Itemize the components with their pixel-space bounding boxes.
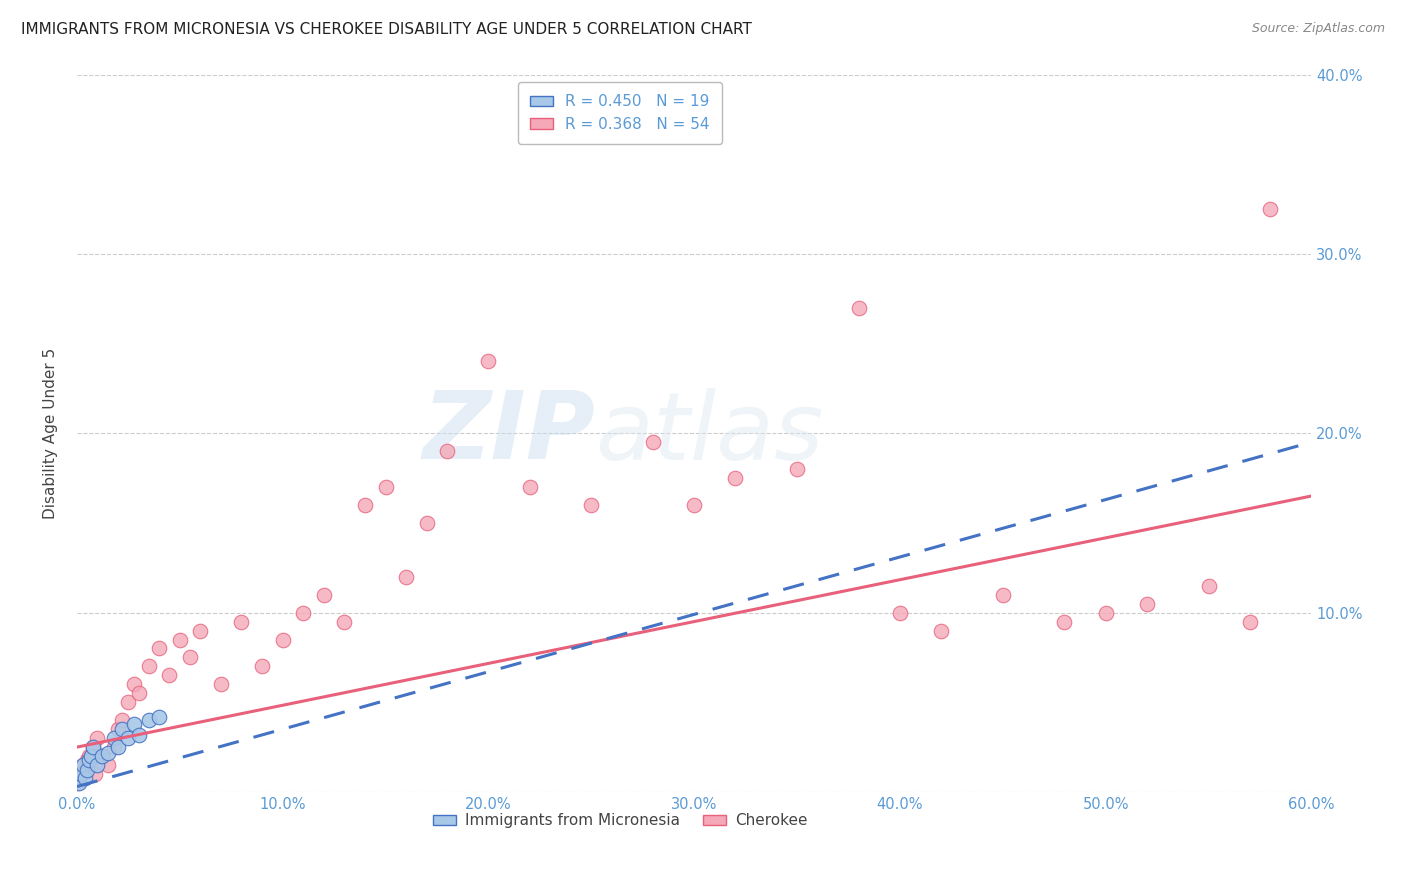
Point bbox=[77, 749, 100, 764]
Point bbox=[148, 641, 170, 656]
Point bbox=[683, 498, 706, 512]
Point bbox=[519, 480, 541, 494]
Point bbox=[1258, 202, 1281, 216]
Point bbox=[1094, 606, 1116, 620]
Point bbox=[107, 740, 129, 755]
Point bbox=[82, 740, 104, 755]
Point bbox=[724, 471, 747, 485]
Point bbox=[477, 354, 499, 368]
Point bbox=[103, 731, 125, 746]
Point bbox=[641, 435, 664, 450]
Point bbox=[90, 749, 112, 764]
Point bbox=[86, 758, 108, 772]
Point bbox=[128, 728, 150, 742]
Point bbox=[117, 695, 139, 709]
Point bbox=[80, 758, 103, 772]
Point bbox=[138, 659, 160, 673]
Point bbox=[128, 686, 150, 700]
Point bbox=[90, 749, 112, 764]
Point bbox=[124, 677, 146, 691]
Point bbox=[929, 624, 952, 638]
Text: ZIP: ZIP bbox=[422, 387, 595, 479]
Point bbox=[72, 758, 94, 772]
Point bbox=[148, 709, 170, 723]
Point bbox=[395, 570, 418, 584]
Point bbox=[97, 758, 120, 772]
Point bbox=[67, 776, 90, 790]
Point bbox=[1239, 615, 1261, 629]
Point bbox=[82, 740, 104, 755]
Point bbox=[354, 498, 377, 512]
Point bbox=[76, 764, 98, 778]
Point bbox=[169, 632, 191, 647]
Point bbox=[231, 615, 253, 629]
Legend: Immigrants from Micronesia, Cherokee: Immigrants from Micronesia, Cherokee bbox=[426, 807, 814, 835]
Point bbox=[1053, 615, 1076, 629]
Point bbox=[80, 749, 103, 764]
Point bbox=[75, 771, 97, 785]
Point bbox=[159, 668, 181, 682]
Point bbox=[312, 588, 335, 602]
Point bbox=[67, 771, 90, 785]
Point bbox=[991, 588, 1014, 602]
Point bbox=[77, 753, 100, 767]
Text: atlas: atlas bbox=[595, 388, 824, 479]
Point bbox=[250, 659, 273, 673]
Point bbox=[75, 764, 97, 778]
Point bbox=[188, 624, 211, 638]
Point bbox=[138, 713, 160, 727]
Point bbox=[436, 444, 458, 458]
Point bbox=[97, 746, 120, 760]
Y-axis label: Disability Age Under 5: Disability Age Under 5 bbox=[44, 348, 58, 519]
Point bbox=[271, 632, 294, 647]
Point bbox=[209, 677, 232, 691]
Point bbox=[848, 301, 870, 315]
Point bbox=[333, 615, 356, 629]
Point bbox=[179, 650, 201, 665]
Text: Source: ZipAtlas.com: Source: ZipAtlas.com bbox=[1251, 22, 1385, 36]
Point bbox=[76, 753, 98, 767]
Point bbox=[72, 758, 94, 772]
Point bbox=[374, 480, 396, 494]
Point bbox=[1198, 579, 1220, 593]
Point bbox=[889, 606, 911, 620]
Point bbox=[86, 731, 108, 746]
Point bbox=[84, 767, 107, 781]
Point bbox=[70, 767, 93, 781]
Point bbox=[117, 731, 139, 746]
Point bbox=[107, 722, 129, 736]
Point bbox=[111, 713, 134, 727]
Point bbox=[103, 740, 125, 755]
Point bbox=[1136, 597, 1159, 611]
Point bbox=[415, 516, 437, 530]
Point bbox=[786, 462, 808, 476]
Point bbox=[581, 498, 603, 512]
Point bbox=[124, 716, 146, 731]
Point bbox=[111, 722, 134, 736]
Point bbox=[70, 767, 93, 781]
Text: IMMIGRANTS FROM MICRONESIA VS CHEROKEE DISABILITY AGE UNDER 5 CORRELATION CHART: IMMIGRANTS FROM MICRONESIA VS CHEROKEE D… bbox=[21, 22, 752, 37]
Point bbox=[292, 606, 315, 620]
Point bbox=[66, 776, 89, 790]
